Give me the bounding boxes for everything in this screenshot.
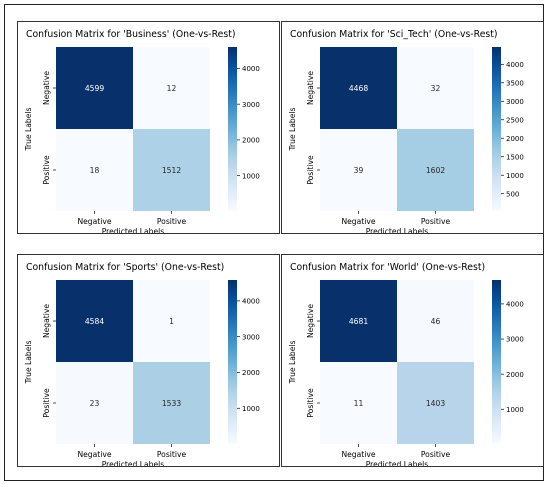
cell-value-label: 23 <box>90 399 100 408</box>
y-tick-label: Negative <box>306 71 315 105</box>
heatmap-cell <box>320 47 397 129</box>
y-axis-label: True Labels <box>24 340 33 384</box>
heatmap-cell <box>133 362 210 444</box>
cell-value-label: 1 <box>169 317 174 326</box>
x-axis-label: Predicted Labels <box>366 227 429 233</box>
colorbar <box>228 47 237 211</box>
heatmap-cell <box>56 280 133 362</box>
colorbar-tick-label: 1000 <box>242 172 260 180</box>
colorbar-tick-label: 4000 <box>506 61 524 69</box>
colorbar-tick-label: 3000 <box>242 101 260 109</box>
cell-value-label: 39 <box>354 166 364 175</box>
cell-value-label: 32 <box>431 84 441 93</box>
heatmap-cell <box>133 280 210 362</box>
y-tick-label: Negative <box>42 71 51 105</box>
colorbar-tick-label: 2500 <box>506 116 524 124</box>
figure-frame: Confusion Matrix for 'Business' (One-vs-… <box>4 4 544 481</box>
heatmap-cell <box>320 362 397 444</box>
heatmap-cell <box>397 47 474 129</box>
heatmap-cell <box>133 47 210 129</box>
x-tick-label: Negative <box>77 450 111 459</box>
colorbar-tick-label: 500 <box>506 190 519 198</box>
colorbar <box>492 47 501 211</box>
cell-value-label: 1403 <box>426 399 445 408</box>
cell-value-label: 1602 <box>426 166 445 175</box>
heatmap-cell <box>133 129 210 211</box>
colorbar-tick-label: 2000 <box>506 371 524 379</box>
colorbar-tick-label: 4000 <box>242 297 260 305</box>
colorbar-tick-label: 1000 <box>506 172 524 180</box>
x-axis-label: Predicted Labels <box>366 460 429 466</box>
colorbar-tick-label: 2000 <box>506 135 524 143</box>
cell-value-label: 46 <box>431 317 441 326</box>
x-tick-label: Positive <box>157 450 187 459</box>
y-tick-label: Positive <box>42 388 51 418</box>
confusion-matrix-sci-tech: Confusion Matrix for 'Sci_Tech' (One-vs-… <box>288 29 524 233</box>
heatmap-cell <box>397 280 474 362</box>
colorbar-tick-label: 3000 <box>506 336 524 344</box>
x-tick-label: Negative <box>341 217 375 226</box>
y-axis-label: True Labels <box>288 340 297 384</box>
cell-value-label: 4584 <box>85 317 104 326</box>
confusion-matrix-panel-world: Confusion Matrix for 'World' (One-vs-Res… <box>281 254 544 467</box>
x-tick-label: Positive <box>157 217 187 226</box>
colorbar-tick-label: 3000 <box>506 98 524 106</box>
chart-title: Confusion Matrix for 'World' (One-vs-Res… <box>290 262 485 273</box>
heatmap-cell <box>56 47 133 129</box>
cell-value-label: 11 <box>354 399 364 408</box>
confusion-matrix-sports: Confusion Matrix for 'Sports' (One-vs-Re… <box>24 262 260 466</box>
y-tick-label: Negative <box>42 304 51 338</box>
confusion-matrix-panel-business: Confusion Matrix for 'Business' (One-vs-… <box>17 21 280 234</box>
colorbar-tick-label: 1500 <box>506 153 524 161</box>
x-tick-label: Positive <box>421 450 451 459</box>
colorbar-tick-label: 4000 <box>506 301 524 309</box>
heatmap-cell <box>56 362 133 444</box>
confusion-matrix-world: Confusion Matrix for 'World' (One-vs-Res… <box>288 262 524 466</box>
x-axis-label: Predicted Labels <box>102 227 165 233</box>
y-tick-label: Positive <box>306 155 315 185</box>
colorbar-tick-label: 2000 <box>242 369 260 377</box>
colorbar-tick-label: 1000 <box>506 406 524 414</box>
heatmap-cell <box>56 129 133 211</box>
cell-value-label: 4681 <box>349 317 368 326</box>
x-tick-label: Negative <box>77 217 111 226</box>
chart-title: Confusion Matrix for 'Sci_Tech' (One-vs-… <box>290 29 498 40</box>
confusion-matrix-panel-sci-tech: Confusion Matrix for 'Sci_Tech' (One-vs-… <box>281 21 544 234</box>
chart-title: Confusion Matrix for 'Business' (One-vs-… <box>26 29 235 40</box>
x-axis-label: Predicted Labels <box>102 460 165 466</box>
cell-value-label: 1533 <box>162 399 181 408</box>
chart-title: Confusion Matrix for 'Sports' (One-vs-Re… <box>26 262 224 273</box>
colorbar-tick-label: 1000 <box>242 405 260 413</box>
cell-value-label: 4468 <box>349 84 368 93</box>
confusion-matrix-business: Confusion Matrix for 'Business' (One-vs-… <box>24 29 260 233</box>
cell-value-label: 4599 <box>85 84 104 93</box>
colorbar-tick-label: 3000 <box>242 333 260 341</box>
cell-value-label: 18 <box>90 166 100 175</box>
y-axis-label: True Labels <box>24 107 33 151</box>
x-tick-label: Negative <box>341 450 375 459</box>
colorbar-tick-label: 2000 <box>242 137 260 145</box>
y-tick-label: Positive <box>42 155 51 185</box>
colorbar-tick-label: 4000 <box>242 65 260 73</box>
cell-value-label: 12 <box>167 84 177 93</box>
x-tick-label: Positive <box>421 217 451 226</box>
colorbar <box>492 280 501 444</box>
y-axis-label: True Labels <box>288 107 297 151</box>
cell-value-label: 1512 <box>162 166 181 175</box>
y-tick-label: Negative <box>306 304 315 338</box>
confusion-matrix-panel-sports: Confusion Matrix for 'Sports' (One-vs-Re… <box>17 254 280 467</box>
heatmap-cell <box>397 129 474 211</box>
heatmap-cell <box>320 280 397 362</box>
heatmap-cell <box>397 362 474 444</box>
heatmap-cell <box>320 129 397 211</box>
colorbar-tick-label: 3500 <box>506 79 524 87</box>
y-tick-label: Positive <box>306 388 315 418</box>
colorbar <box>228 280 237 444</box>
